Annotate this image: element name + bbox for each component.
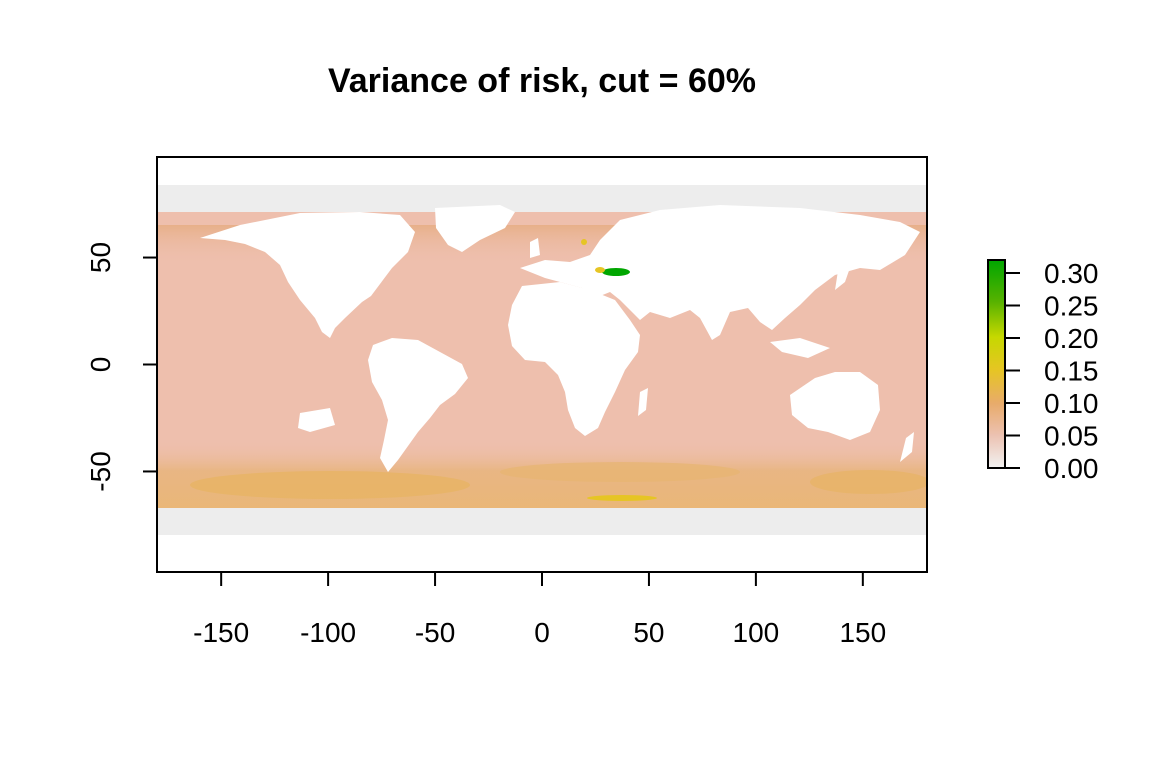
south-pacific-island-land <box>298 408 335 432</box>
eurasia-africa-land <box>520 205 920 340</box>
legend-tick-label: 0.20 <box>1044 323 1099 354</box>
x-axis: -150 -100 -50 0 50 100 150 <box>193 572 886 648</box>
africa-land <box>508 282 640 436</box>
y-tick-label: 50 <box>85 242 116 273</box>
chart-title: Variance of risk, cut = 60% <box>328 62 756 100</box>
map-panel <box>157 185 927 535</box>
legend-tick-label: 0.00 <box>1044 453 1099 484</box>
y-tick-label: -50 <box>85 451 116 491</box>
x-tick-label: -100 <box>300 617 356 648</box>
legend-tick-label: 0.05 <box>1044 421 1099 452</box>
uk-land <box>530 238 540 258</box>
baltic-hotspot <box>581 239 587 245</box>
black-sea-hotspot <box>602 268 630 276</box>
land-masses <box>200 205 920 472</box>
y-axis: 50 0 -50 <box>85 242 157 492</box>
plot-frame <box>156 156 928 573</box>
x-tick-label: -150 <box>193 617 249 648</box>
southern-high-risk-patch <box>810 470 927 494</box>
north-america-land <box>200 212 415 338</box>
y-tick-label: 0 <box>85 357 116 373</box>
southern-high-risk-patch <box>500 462 740 482</box>
legend-colorbar <box>987 259 1006 469</box>
legend-tick-label: 0.25 <box>1044 291 1099 322</box>
indonesia-land <box>770 338 830 358</box>
legend-tick-label: 0.15 <box>1044 356 1099 387</box>
x-tick-label: 150 <box>839 617 886 648</box>
new-zealand-land <box>900 432 914 462</box>
southern-high-risk-patch <box>190 471 470 499</box>
black-sea-hotspot-edge <box>595 267 605 273</box>
antarctic-ice <box>157 505 927 535</box>
x-tick-label: 100 <box>733 617 780 648</box>
x-tick-label: -50 <box>415 617 455 648</box>
australia-land <box>790 372 880 440</box>
color-legend: 0.000.050.100.150.200.250.30 <box>987 258 1099 484</box>
x-tick-label: 0 <box>534 617 550 648</box>
south-america-land <box>368 338 468 472</box>
legend-ticks: 0.000.050.100.150.200.250.30 <box>1005 258 1099 484</box>
weddell-sea-hotspot <box>587 495 657 501</box>
japan-land <box>835 258 852 290</box>
madagascar-land <box>638 388 648 416</box>
x-tick-label: 50 <box>633 617 664 648</box>
legend-tick-label: 0.30 <box>1044 258 1099 289</box>
greenland-land <box>435 205 515 252</box>
legend-tick-label: 0.10 <box>1044 388 1099 419</box>
